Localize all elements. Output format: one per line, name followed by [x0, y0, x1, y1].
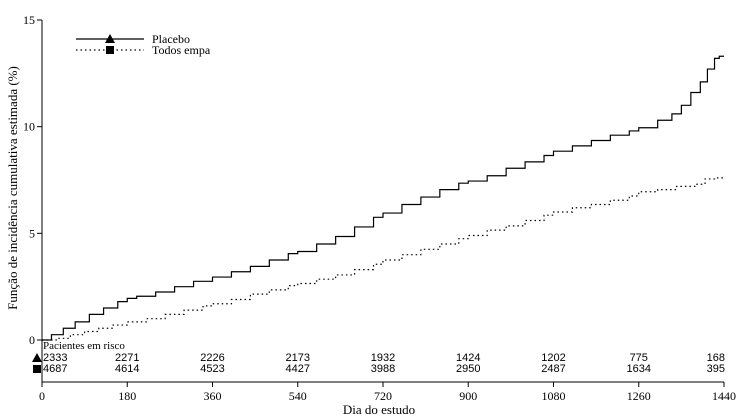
at-risk-value: 1634 — [627, 363, 651, 375]
at-risk-title: Pacientes em risco — [43, 340, 125, 352]
legend-triangle-icon — [105, 34, 115, 43]
at-risk-value: 2173 — [286, 352, 310, 364]
at-risk-value: 2333 — [43, 352, 67, 364]
at-risk-value: 4523 — [200, 363, 224, 375]
at-risk-value: 1932 — [371, 352, 395, 364]
x-tick-label: 900 — [459, 389, 477, 403]
y-tick-label: 10 — [23, 120, 35, 134]
series-line-todos-empa — [42, 177, 724, 341]
at-risk-value: 2950 — [456, 363, 480, 375]
at-risk-value: 395 — [707, 363, 725, 375]
at-risk-value: 4614 — [115, 363, 139, 375]
y-tick-label: 15 — [23, 13, 35, 27]
at-risk-triangle-icon — [32, 353, 42, 362]
legend-square-icon — [106, 46, 114, 54]
x-tick-label: 1080 — [542, 389, 566, 403]
at-risk-value: 3988 — [371, 363, 395, 375]
at-risk-value: 4427 — [286, 363, 310, 375]
x-axis-label: Dia do estudo — [343, 402, 415, 417]
axes-layer: 0 5 10 15 0 180 360 540 720 900 1080 1260 1440 — [23, 13, 736, 403]
at-risk-value: 168 — [707, 352, 725, 364]
at-risk-value: 1202 — [541, 352, 565, 364]
x-tick-label: 720 — [374, 389, 392, 403]
x-tick-label: 0 — [39, 389, 45, 403]
x-tick-label: 360 — [204, 389, 222, 403]
at-risk-value: 775 — [630, 352, 648, 364]
series-line-placebo — [42, 55, 724, 341]
x-tick-label: 180 — [118, 389, 136, 403]
at-risk-value: 1424 — [456, 352, 480, 364]
legend-label: Todos empa — [152, 43, 211, 57]
at-risk-value: 4687 — [43, 363, 67, 375]
x-tick-label: 540 — [289, 389, 307, 403]
at-risk-square-icon — [33, 365, 41, 373]
y-tick-label: 5 — [29, 226, 35, 240]
x-tick-label: 1440 — [712, 389, 736, 403]
at-risk-value: 2271 — [115, 352, 139, 364]
y-tick-label: 0 — [29, 333, 35, 347]
at-risk-value: 2226 — [200, 352, 224, 364]
y-axis-label: Função de incidência cumulativa estimada… — [5, 66, 20, 310]
series-layer — [42, 55, 724, 341]
legend-label: Placebo — [152, 32, 190, 46]
at-risk-value: 2487 — [541, 363, 565, 375]
x-tick-label: 1260 — [627, 389, 651, 403]
